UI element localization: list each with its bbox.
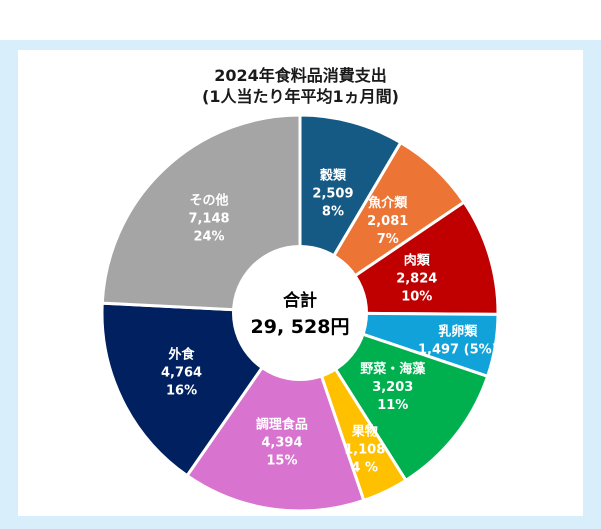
- slice-name-label: 肉類: [404, 253, 431, 269]
- chart-title: 2024年食料品消費支出: [214, 66, 387, 85]
- slice-value-label: 3,203: [372, 380, 413, 395]
- slice-percent-label: 8%: [322, 204, 344, 219]
- slice-percent-label: 7%: [377, 232, 399, 247]
- center-total-label: 合計: [283, 290, 317, 311]
- slice-name-label: 外食: [168, 346, 196, 362]
- pie-slice: [184, 309, 366, 513]
- slice-percent-label: 11%: [377, 398, 408, 413]
- slice-name-label: 果物: [351, 423, 378, 439]
- slice-percent-label: 15%: [266, 454, 297, 469]
- slice-name-label: 調理食品: [256, 417, 308, 433]
- slice-value-label: 4,394: [261, 436, 302, 451]
- slice-percent-label: 4 %: [351, 460, 378, 475]
- slice-value-label: 4,764: [161, 365, 202, 380]
- slice-value-label: 1,497 (5%): [418, 342, 498, 357]
- slice-name-label: 乳卵類: [438, 323, 478, 339]
- slice-value-label: 2,081: [367, 214, 408, 229]
- slice-name-label: 穀類: [319, 167, 347, 183]
- slice-name-label: 魚介類: [368, 195, 408, 211]
- slice-name-label: 野菜・海藻: [360, 361, 426, 377]
- slice-percent-label: 24%: [193, 229, 224, 244]
- slice-percent-label: 10%: [401, 290, 432, 305]
- slice-value-label: 2,509: [312, 186, 353, 201]
- slice-value-label: 2,824: [396, 272, 437, 287]
- center-total-value: 29, 528円: [251, 316, 350, 338]
- chart-subtitle: (1人当たり年平均1ヵ月間): [202, 87, 399, 106]
- slice-percent-label: 16%: [166, 383, 197, 398]
- donut-hole: [232, 245, 368, 381]
- slice-value-label: 7,148: [188, 211, 229, 226]
- pie-slice: [100, 113, 302, 315]
- slice-name-label: その他: [190, 192, 229, 208]
- slice-value-label: 1,108: [344, 442, 385, 457]
